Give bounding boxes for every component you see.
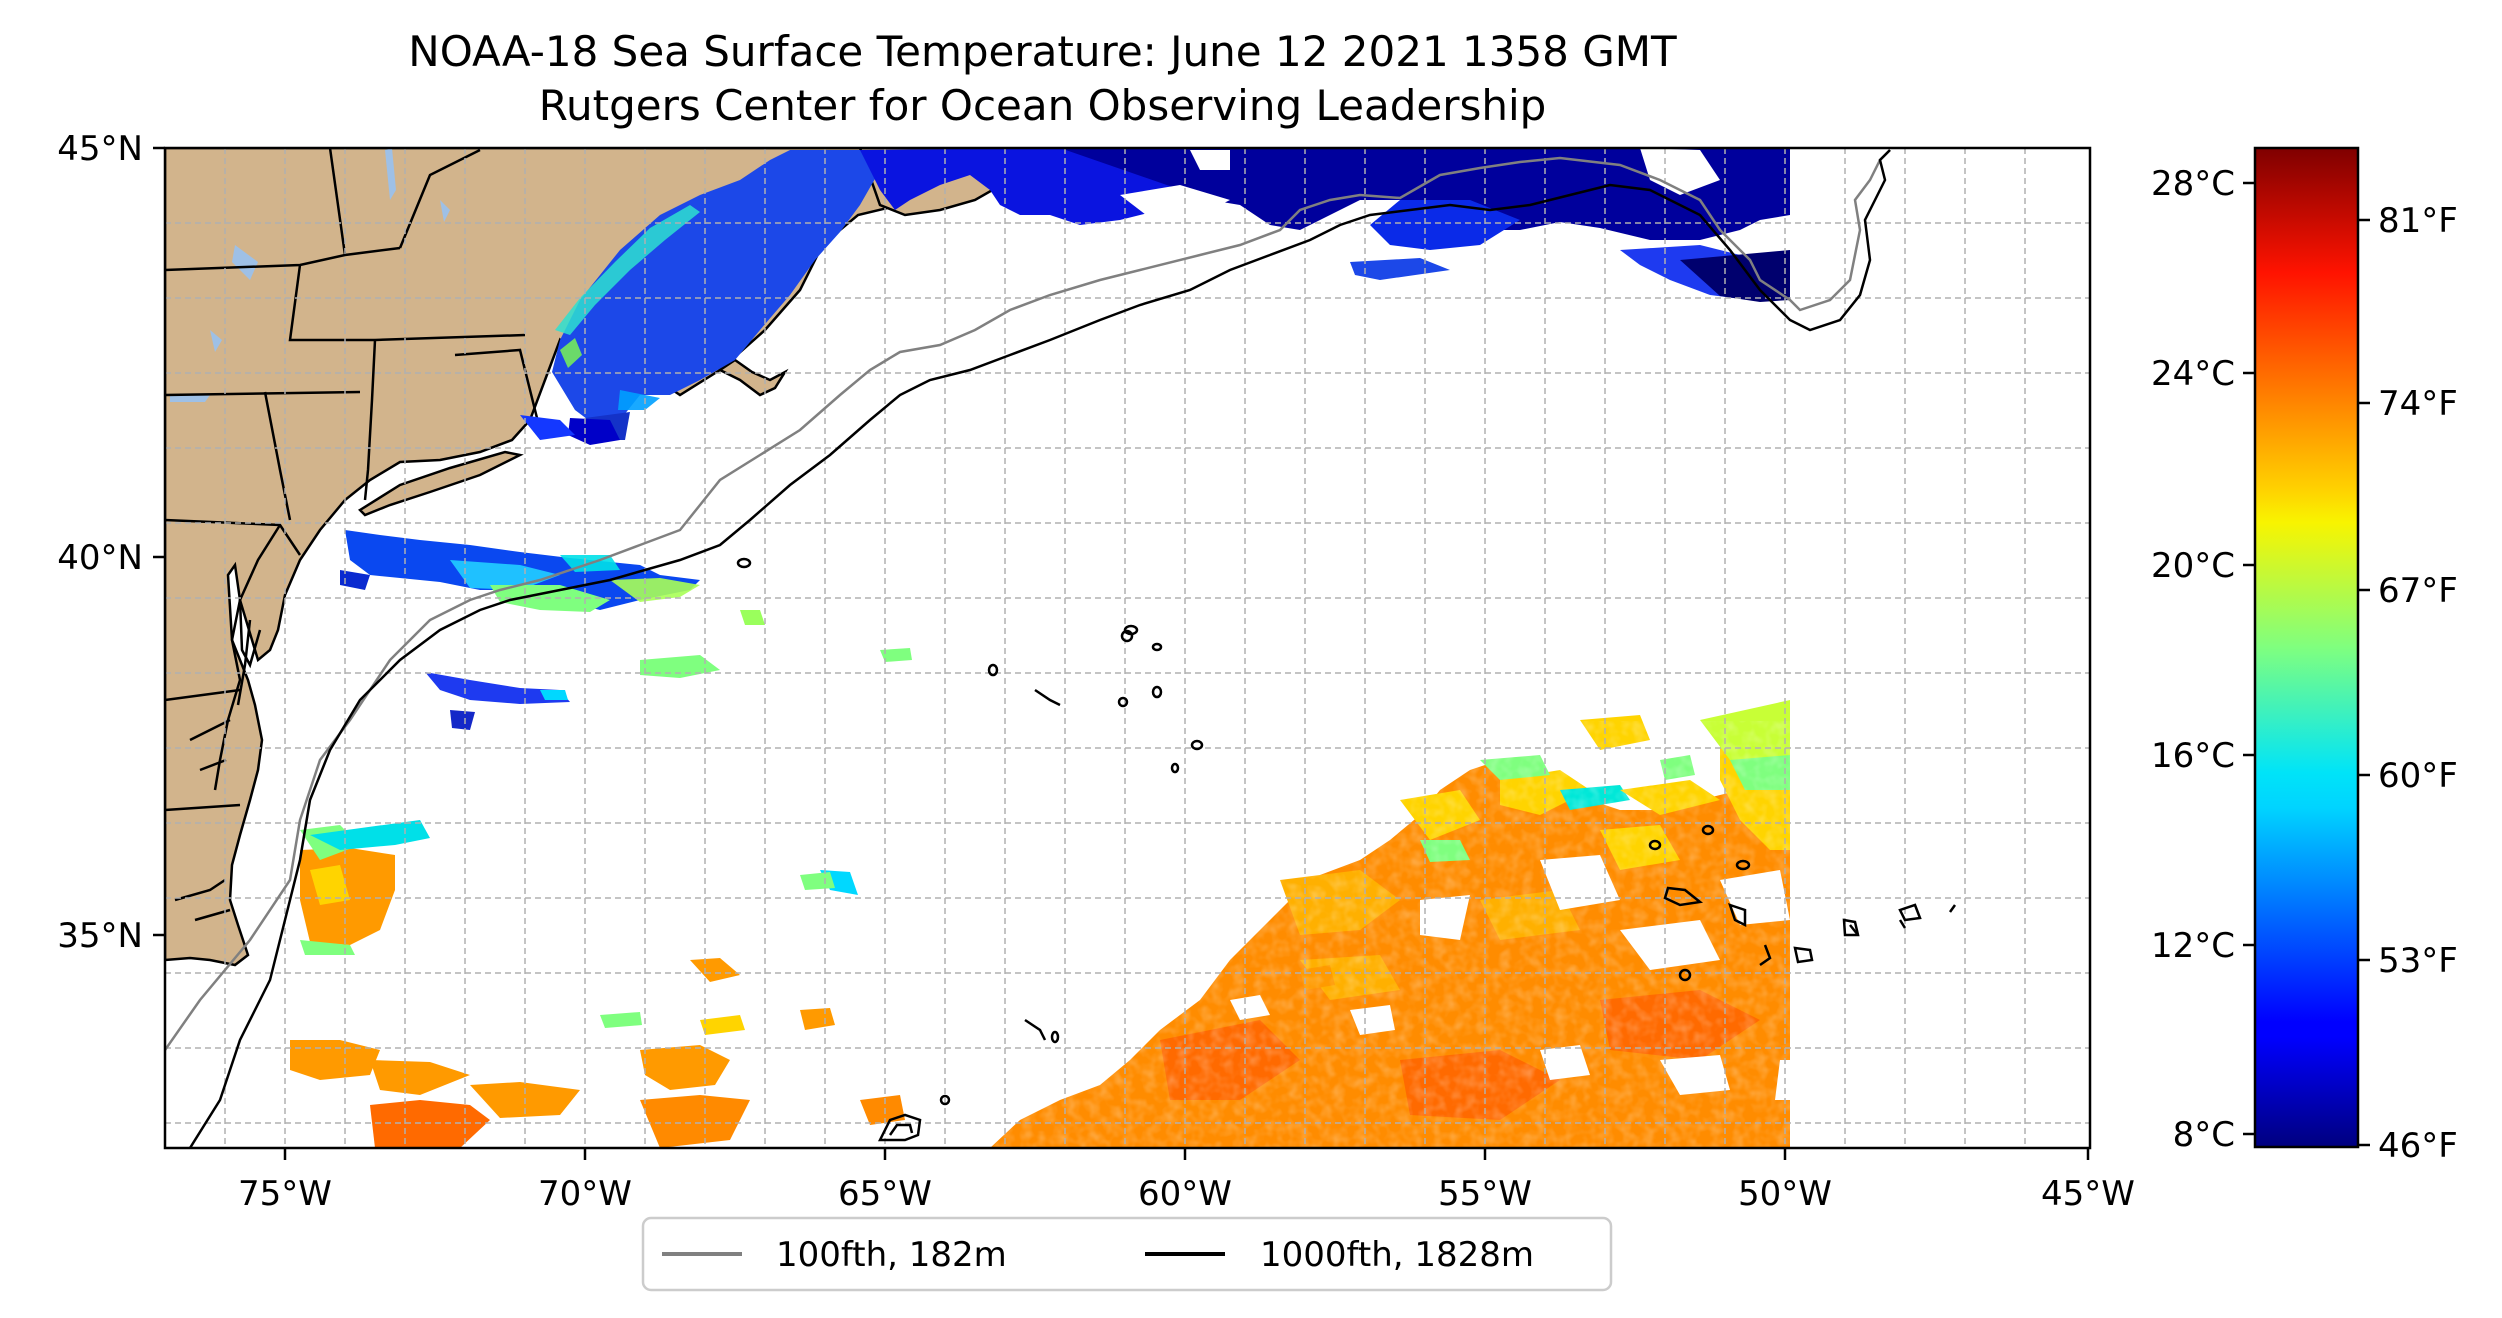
cape-cod bbox=[717, 358, 789, 397]
state-borders bbox=[165, 148, 616, 812]
longitude-labels: 75°W 70°W 65°W 60°W 55°W 50°W 45°W bbox=[238, 1174, 2135, 1214]
fahrenheit-label-74: 74°F bbox=[2378, 384, 2458, 424]
celsius-label-28: 28°C bbox=[2151, 164, 2235, 204]
celsius-label-16: 16°C bbox=[2151, 736, 2235, 776]
fahrenheit-label-81: 81°F bbox=[2378, 201, 2458, 241]
seamount-contours bbox=[736, 557, 1957, 1142]
legend: 100fth, 182m 1000fth, 1828m bbox=[641, 1216, 1613, 1292]
lon-label-45w: 45°W bbox=[2041, 1174, 2135, 1214]
colorbar-fahrenheit-labels: 46°F 53°F 60°F 67°F 74°F 81°F bbox=[2378, 201, 2458, 1166]
colorbar-gradient bbox=[2255, 148, 2358, 1147]
inland-lakes bbox=[170, 148, 450, 402]
colorbar-celsius-ticks bbox=[2243, 181, 2255, 1136]
colorbar-fahrenheit-ticks bbox=[2358, 218, 2370, 1147]
fahrenheit-label-60: 60°F bbox=[2378, 756, 2458, 796]
map-frame bbox=[163, 146, 2092, 1150]
axis-ticks bbox=[153, 146, 2090, 1160]
lon-label-65w: 65°W bbox=[838, 1174, 932, 1214]
celsius-label-20: 20°C bbox=[2151, 546, 2235, 586]
colorbar-celsius-labels: 8°C 12°C 16°C 20°C 24°C 28°C bbox=[2151, 164, 2235, 1155]
map-panel: 75°W 70°W 65°W 60°W 55°W 50°W 45°W 45°N … bbox=[57, 129, 2135, 1214]
contour-100fth bbox=[165, 149, 1891, 1051]
sst-gulf-of-maine-warm-edge bbox=[555, 205, 700, 335]
sst-scotian-shelf bbox=[860, 148, 1200, 225]
lon-label-55w: 55°W bbox=[1438, 1174, 1532, 1214]
legend-box bbox=[641, 1216, 1613, 1292]
map-gridlines bbox=[165, 148, 2090, 1148]
map-subtitle: Rutgers Center for Ocean Observing Leade… bbox=[538, 81, 1547, 130]
latitude-labels: 45°N 40°N 35°N bbox=[57, 129, 143, 956]
celsius-label-8: 8°C bbox=[2173, 1115, 2235, 1155]
sst-gulf-of-maine bbox=[552, 150, 880, 425]
celsius-label-24: 24°C bbox=[2151, 354, 2235, 394]
contour-1000fth bbox=[188, 149, 1891, 1148]
lat-label-45n: 45°N bbox=[57, 129, 143, 169]
fahrenheit-label-46: 46°F bbox=[2378, 1126, 2458, 1166]
map-content bbox=[165, 148, 2090, 1148]
map-title: NOAA-18 Sea Surface Temperature: June 12… bbox=[408, 27, 1677, 76]
legend-label-1000fth: 1000fth, 1828m bbox=[1260, 1235, 1534, 1275]
long-island bbox=[358, 450, 524, 517]
colorbar-frame bbox=[2253, 146, 2360, 1149]
lat-label-35n: 35°N bbox=[57, 916, 143, 956]
fahrenheit-label-53: 53°F bbox=[2378, 941, 2458, 981]
lon-label-75w: 75°W bbox=[238, 1174, 332, 1214]
lat-label-40n: 40°N bbox=[57, 538, 143, 578]
lon-label-60w: 60°W bbox=[1138, 1174, 1232, 1214]
colorbar: 8°C 12°C 16°C 20°C 24°C 28°C 46°F 53°F 6… bbox=[2151, 146, 2458, 1166]
fahrenheit-label-67: 67°F bbox=[2378, 571, 2458, 611]
celsius-label-12: 12°C bbox=[2151, 926, 2235, 966]
legend-label-100fth: 100fth, 182m bbox=[776, 1235, 1007, 1275]
bays bbox=[174, 599, 252, 922]
lon-label-50w: 50°W bbox=[1738, 1174, 1832, 1214]
sst-imagery bbox=[290, 148, 1790, 1148]
lon-label-70w: 70°W bbox=[538, 1174, 632, 1214]
